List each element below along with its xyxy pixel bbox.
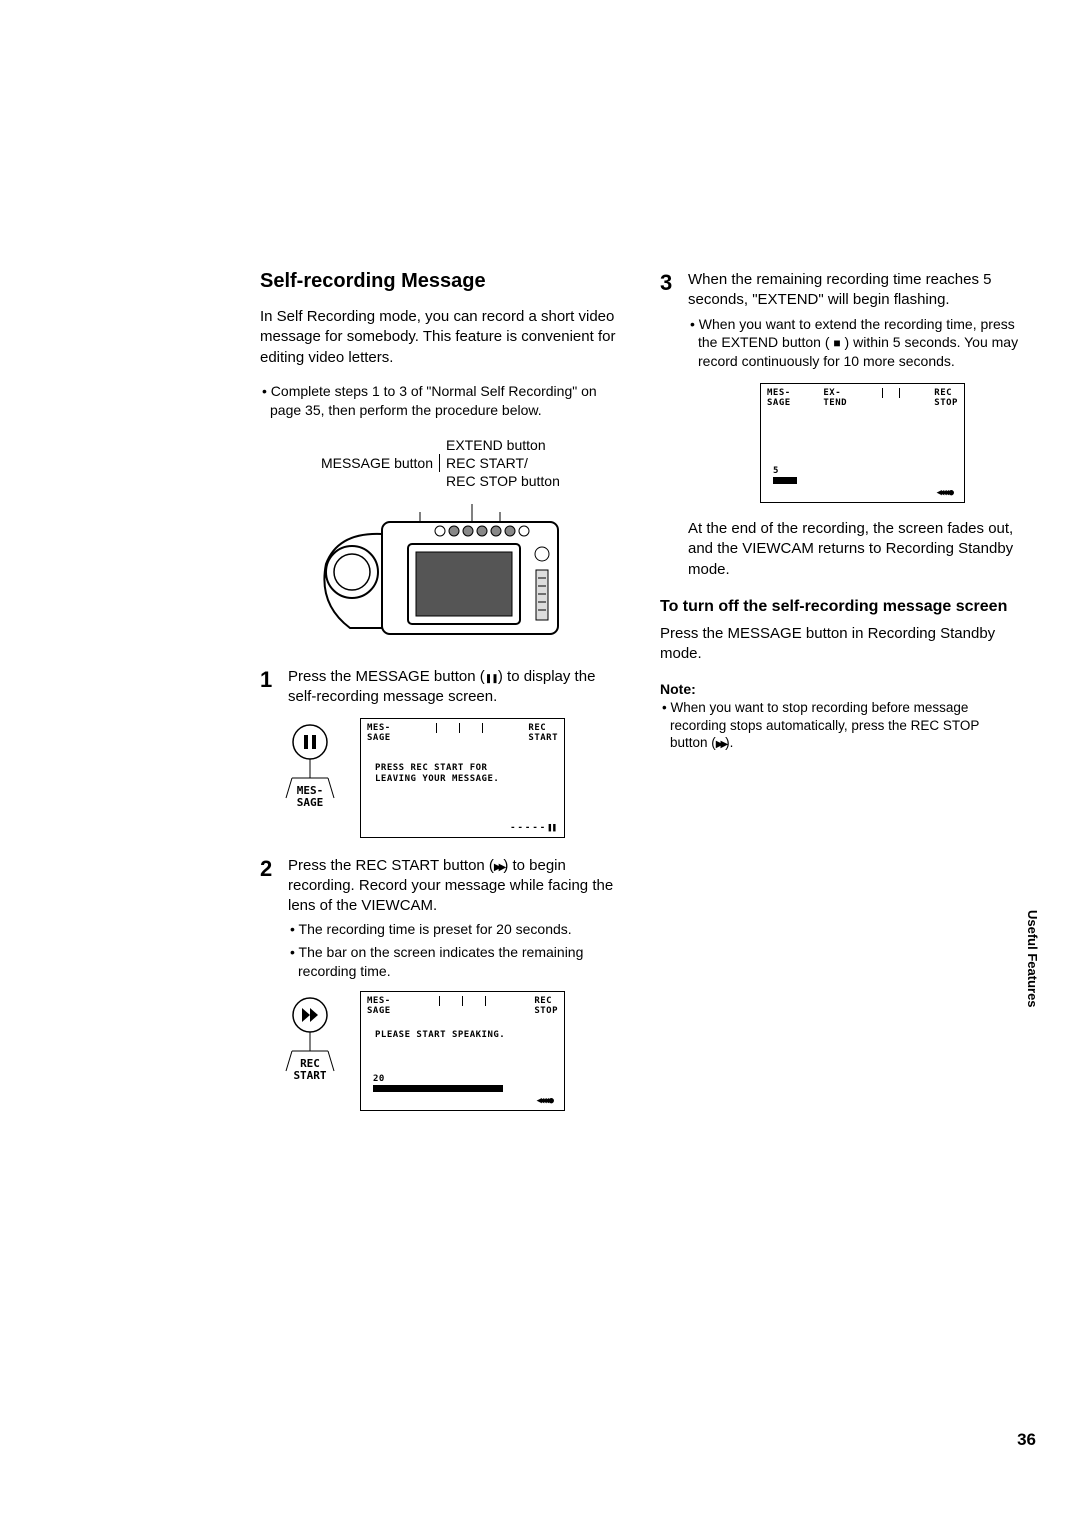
step-2-screen-row: REC START MES- SAGE REC STOP PLEASE STAR… — [280, 991, 620, 1111]
message-label: MESSAGE button — [321, 455, 433, 471]
screen1-tr: REC START — [528, 723, 558, 743]
rewind-icon-2 — [936, 488, 948, 498]
screen3-tm: EX- TEND — [823, 388, 847, 408]
step-1-screen: MES- SAGE REC START PRESS REC START FOR … — [360, 718, 565, 838]
left-column: Self-recording Message In Self Recording… — [260, 270, 620, 1111]
screen1-bottom: ----- — [510, 823, 547, 833]
turnoff-text: Press the MESSAGE button in Recording St… — [660, 624, 1020, 665]
prereq-text: • Complete steps 1 to 3 of "Normal Self … — [260, 382, 620, 420]
step-1-num: 1 — [260, 667, 288, 708]
recstart-button-icon: REC START — [280, 991, 356, 1101]
intro-text: In Self Recording mode, you can record a… — [260, 307, 620, 368]
message-button-icon: MES- SAGE — [280, 718, 356, 828]
screen3-bar — [773, 477, 797, 484]
note-a: • When you want to stop recording before… — [662, 700, 979, 750]
screen2-num: 20 — [373, 1074, 385, 1084]
right-column: 3 When the remaining recording time reac… — [660, 270, 1020, 752]
step-2: 2 Press the REC START button () to begin… — [260, 856, 620, 981]
pause-icon — [485, 668, 498, 685]
screen3-tl: MES- SAGE — [767, 388, 791, 408]
note-label: Note: — [660, 680, 1020, 699]
recstop-label: REC STOP button — [440, 472, 560, 490]
screen1-msg: PRESS REC START FOR LEAVING YOUR MESSAGE… — [375, 763, 556, 786]
step-1: 1 Press the MESSAGE button () to display… — [260, 667, 620, 708]
screen2-bar — [373, 1085, 503, 1092]
step-1-text-a: Press the MESSAGE button ( — [288, 668, 485, 685]
svg-text:SAGE: SAGE — [297, 796, 324, 809]
screen3-num: 5 — [773, 466, 779, 476]
step-2-num: 2 — [260, 856, 288, 981]
turnoff-heading: To turn off the self-recording message s… — [660, 598, 1020, 616]
button-labels: EXTEND button MESSAGE button REC START/ … — [260, 436, 620, 491]
step-3-screen: MES- SAGE EX- TEND REC STOP 5 ● — [760, 383, 965, 503]
screen1-tl: MES- SAGE — [367, 723, 391, 743]
section-heading: Self-recording Message — [260, 270, 620, 293]
screen3-tr: REC STOP — [934, 388, 958, 408]
screen2-tr: REC STOP — [534, 996, 558, 1016]
rewind-icon — [536, 1096, 548, 1106]
side-tab: Useful Features — [1025, 910, 1040, 1008]
fastforward-icon — [494, 857, 503, 874]
step-1-screen-row: MES- SAGE MES- SAGE REC START PRESS REC … — [280, 718, 620, 838]
stop-icon — [833, 334, 840, 350]
step-3: 3 When the remaining recording time reac… — [660, 270, 1020, 371]
svg-text:START: START — [293, 1069, 326, 1082]
step-2-screen: MES- SAGE REC STOP PLEASE START SPEAKING… — [360, 991, 565, 1111]
screen2-msg: PLEASE START SPEAKING. — [375, 1030, 556, 1041]
step-2-text-a: Press the REC START button ( — [288, 857, 494, 874]
step-2-sub2: • The bar on the screen indicates the re… — [288, 943, 620, 981]
camcorder-diagram — [290, 494, 620, 649]
step-3-text: When the remaining recording time reache… — [688, 271, 992, 308]
pause-icon-small — [547, 823, 556, 833]
step-3-num: 3 — [660, 270, 688, 371]
step-3-after: At the end of the recording, the screen … — [688, 519, 1020, 580]
screen2-tl: MES- SAGE — [367, 996, 391, 1016]
page-number: 36 — [1017, 1430, 1036, 1450]
recstart-label: REC START/ — [446, 455, 528, 471]
extend-label: EXTEND button — [440, 436, 546, 454]
step-2-sub1: • The recording time is preset for 20 se… — [288, 920, 620, 939]
fastforward-icon-2 — [716, 735, 725, 750]
note-b: ). — [725, 735, 733, 750]
